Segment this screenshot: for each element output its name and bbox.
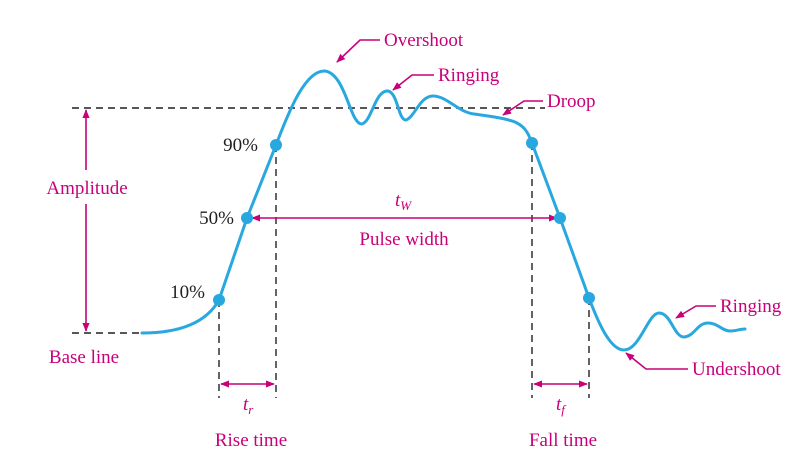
fall-time-label: Fall time <box>529 430 597 451</box>
ringing-top-label: Ringing <box>438 65 500 86</box>
level-90-label: 90% <box>223 135 258 156</box>
tr-symbol: tr <box>243 394 254 417</box>
amplitude-label: Amplitude <box>46 178 127 199</box>
overshoot-label: Overshoot <box>384 30 464 51</box>
point-50-fall <box>554 212 566 224</box>
point-90-rise <box>270 139 282 151</box>
overshoot-leader <box>336 39 380 63</box>
level-10-label: 10% <box>170 282 205 303</box>
pulse-width-label: Pulse width <box>359 229 449 250</box>
tw-symbol: tW <box>395 190 412 213</box>
ringing-bottom-leader <box>675 305 716 319</box>
droop-leader <box>502 100 543 116</box>
tf-symbol: tf <box>556 394 567 417</box>
undershoot-leader <box>625 352 688 370</box>
point-10-rise <box>213 294 225 306</box>
undershoot-label: Undershoot <box>692 359 781 380</box>
rise-time-label: Rise time <box>215 430 287 451</box>
ringing-bottom-label: Ringing <box>720 296 782 317</box>
pulse-waveform <box>140 69 747 352</box>
ringing-top-leader <box>392 74 434 91</box>
droop-label: Droop <box>547 91 596 112</box>
base-line-label: Base line <box>49 347 119 368</box>
point-90-fall <box>526 137 538 149</box>
point-50-rise <box>241 212 253 224</box>
point-10-fall <box>583 292 595 304</box>
level-50-label: 50% <box>199 208 234 229</box>
